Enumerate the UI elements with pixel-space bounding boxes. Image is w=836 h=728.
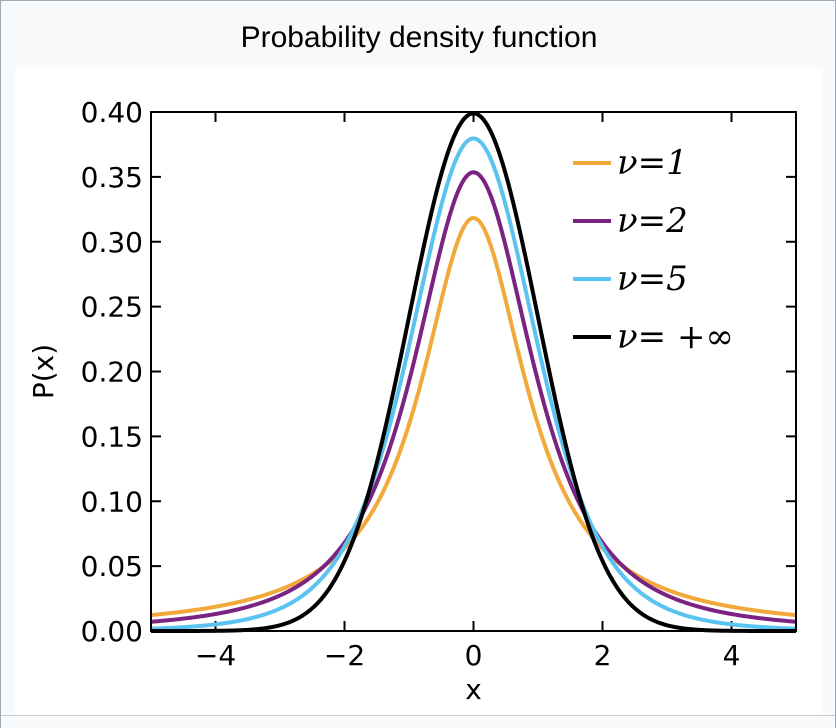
- x-tick-label: 4: [723, 639, 741, 672]
- x-axis-title-group: x: [465, 673, 482, 706]
- bottom-band: [1, 715, 835, 728]
- y-tick-label: 0.10: [81, 485, 143, 518]
- legend-entry-3: ν=5: [617, 259, 688, 299]
- y-axis-label: P(x): [27, 344, 60, 399]
- pdf-chart: P(x) x −4 −2 0 2 4 0.00 0.05 0.10 0.15 0.20 0.25 0.…: [27, 96, 797, 706]
- y-tick-label: 0.05: [81, 550, 143, 583]
- y-tick-label: 0.20: [81, 356, 143, 389]
- y-tick-label: 0.00: [81, 615, 143, 648]
- figure-caption: Probability density function: [15, 9, 823, 67]
- y-tick-label: 0.25: [81, 291, 143, 324]
- x-tick-label: 0: [465, 639, 483, 672]
- y-tick-label: 0.35: [81, 161, 143, 194]
- x-tick-label: −4: [195, 639, 236, 672]
- y-tick-label: 0.40: [81, 96, 143, 129]
- y-axis-title-group: P(x): [27, 344, 60, 399]
- chart-panel: P(x) x −4 −2 0 2 4 0.00 0.05 0.10 0.15 0.20 0.25 0.…: [15, 67, 823, 715]
- y-tick-label: 0.30: [81, 226, 143, 259]
- tick-group: −4 −2 0 2 4 0.00 0.05 0.10 0.15 0.20 0.25 0.30 0.35 0…: [81, 96, 796, 672]
- x-axis-label: x: [465, 673, 482, 706]
- legend-entry-4: ν= +∞: [617, 317, 734, 357]
- legend-entry-2: ν=2: [617, 201, 688, 241]
- legend-entry-1: ν=1: [617, 143, 688, 183]
- x-tick-label: −2: [324, 639, 365, 672]
- series-line-3: [150, 136, 797, 631]
- y-tick-label: 0.15: [81, 420, 143, 453]
- series-line-2: [150, 170, 797, 624]
- series-lines: [150, 111, 797, 633]
- series-line-1: [150, 215, 797, 618]
- series-line-4: [150, 111, 797, 633]
- x-tick-label: 2: [594, 639, 612, 672]
- legend: ν=1 ν=2 ν=5 ν= +∞: [573, 143, 734, 357]
- plot-border: [150, 111, 797, 632]
